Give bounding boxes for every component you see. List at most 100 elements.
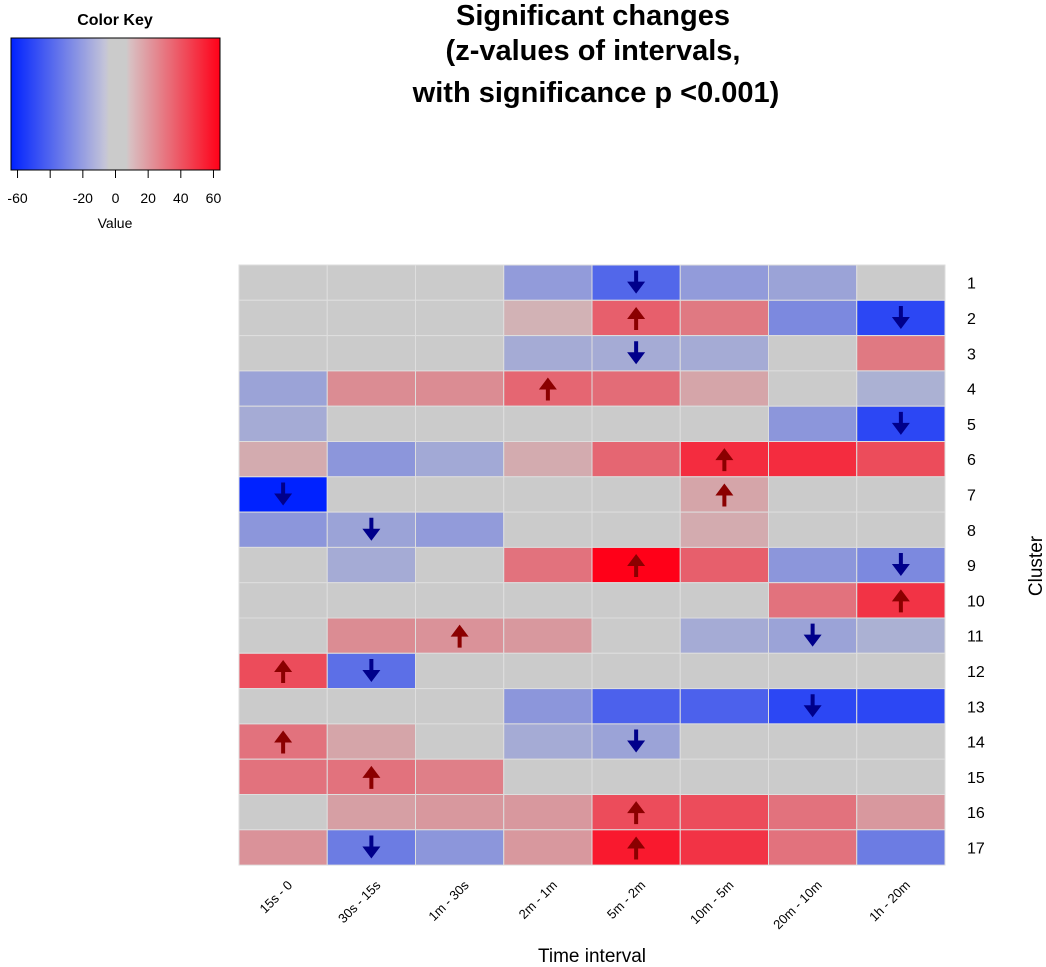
- heatmap-cell-r16-c3: [415, 794, 505, 831]
- heatmap-cell-r4-c8: [856, 370, 946, 407]
- arrow-down-icon-r1-c5: [627, 270, 646, 294]
- heatmap-cell-r17-c8: [856, 829, 946, 866]
- arrow-up-icon-r12-c1: [274, 659, 293, 683]
- row-label-10: 10: [967, 593, 985, 610]
- heatmap-cell-r11-c5: [591, 617, 681, 654]
- column-label-1: 15s - 0: [257, 878, 296, 917]
- heatmap-cell-r9-c1: [238, 546, 328, 584]
- heatmap-cell-r7-c7: [768, 476, 858, 513]
- heatmap-cell-r8-c5: [591, 511, 681, 548]
- column-label-4: 2m - 1m: [516, 878, 560, 922]
- heatmap-cell-r2-c4: [503, 299, 593, 337]
- heatmap-cell-r14-c2: [326, 723, 416, 760]
- heatmap-cell-r12-c5: [591, 652, 681, 690]
- heatmap-cell-r10-c1: [238, 582, 328, 619]
- column-label-5: 5m - 2m: [604, 878, 648, 922]
- heatmap-cell-r4-c5: [591, 370, 681, 407]
- arrow-up-icon-r15-c2: [362, 765, 381, 789]
- arrow-down-icon-r3-c5: [627, 341, 646, 365]
- y-axis-label: Cluster: [1026, 535, 1046, 596]
- heatmap-cell-r6-c7: [768, 441, 858, 478]
- heatmap-cell-r8-c1: [238, 511, 328, 548]
- heatmap-cell-r6-c4: [503, 441, 593, 478]
- heatmap-cell-r1-c4: [503, 264, 593, 301]
- row-label-16: 16: [967, 805, 985, 822]
- heatmap-cell-r7-c3: [415, 476, 505, 513]
- arrow-down-icon-r2-c8: [891, 305, 910, 329]
- heatmap-cell-r2-c2: [326, 299, 416, 337]
- heatmap-cell-r13-c8: [856, 688, 946, 725]
- heatmap-cell-r9-c4: [503, 546, 593, 584]
- color-key: Color Key -60 -20 0 20 40 60 Value: [7, 12, 221, 231]
- heatmap-cell-r1-c2: [326, 264, 416, 301]
- row-label-1: 1: [967, 276, 976, 293]
- title-line-2: (z-values of intervals,: [446, 35, 741, 67]
- arrow-up-icon-r6-c6: [715, 448, 734, 472]
- arrow-down-icon-r13-c7: [803, 694, 822, 718]
- heatmap-cell-r10-c7: [768, 582, 858, 619]
- heatmap-cell-r2-c1: [238, 299, 328, 337]
- heatmap-cell-r8-c8: [856, 511, 946, 548]
- heatmap-cell-r14-c8: [856, 723, 946, 760]
- arrow-up-icon-r14-c1: [274, 730, 293, 754]
- key-tick-label: 40: [173, 190, 189, 206]
- column-label-6: 10m - 5m: [687, 878, 736, 927]
- heatmap-cell-r12-c6: [679, 652, 769, 690]
- row-label-13: 13: [967, 699, 985, 716]
- arrow-up-icon-r16-c5: [627, 801, 646, 825]
- heatmap-cell-r4-c6: [679, 370, 769, 407]
- heatmap-cell-r5-c1: [238, 405, 328, 443]
- heatmap-cell-r17-c1: [238, 829, 328, 866]
- arrow-down-icon-r11-c7: [803, 623, 822, 647]
- heatmap-cell-r15-c1: [238, 758, 328, 796]
- heatmap-cell-r10-c5: [591, 582, 681, 619]
- key-tick-label: 60: [206, 190, 222, 206]
- heatmap-cell-r9-c7: [768, 546, 858, 584]
- arrow-down-icon-r7-c1: [274, 482, 293, 506]
- arrow-down-icon-r14-c5: [627, 729, 646, 753]
- heatmap-cell-r15-c3: [415, 758, 505, 796]
- heatmap-cell-r17-c3: [415, 829, 505, 866]
- heatmap-cell-r10-c3: [415, 582, 505, 619]
- heatmap-cell-r4-c3: [415, 370, 505, 407]
- title-line-1: Significant changes: [456, 0, 730, 32]
- row-label-7: 7: [967, 487, 976, 504]
- heatmap-cell-r8-c4: [503, 511, 593, 548]
- arrow-up-icon-r11-c3: [450, 624, 469, 648]
- arrow-up-icon-r4-c4: [538, 377, 557, 401]
- arrow-down-icon-r17-c2: [362, 835, 381, 859]
- row-label-2: 2: [967, 311, 976, 328]
- heatmap-cell-r6-c2: [326, 441, 416, 478]
- heatmap-cell-r6-c8: [856, 441, 946, 478]
- heatmap-cell-r3-c4: [503, 335, 593, 372]
- row-label-15: 15: [967, 770, 985, 787]
- heatmap-cell-r16-c7: [768, 794, 858, 831]
- color-key-title: Color Key: [77, 12, 153, 29]
- heatmap-cell-r8-c7: [768, 511, 858, 548]
- heatmap-cell-r13-c2: [326, 688, 416, 725]
- arrow-down-icon-r8-c2: [362, 517, 381, 541]
- heatmap-cell-r16-c1: [238, 794, 328, 831]
- heatmap-cell-r6-c3: [415, 441, 505, 478]
- heatmap-cell-r15-c7: [768, 758, 858, 796]
- heatmap-cell-r9-c6: [679, 546, 769, 584]
- heatmap-cell-r15-c5: [591, 758, 681, 796]
- chart-title: Significant changes (z-values of interva…: [412, 0, 780, 109]
- heatmap-cells: [238, 264, 946, 866]
- row-label-11: 11: [967, 629, 984, 646]
- heatmap-cell-r15-c8: [856, 758, 946, 796]
- arrow-up-icon-r17-c5: [627, 836, 646, 860]
- heatmap-cell-r8-c6: [679, 511, 769, 548]
- heatmap-cell-r17-c6: [679, 829, 769, 866]
- row-label-8: 8: [967, 523, 976, 540]
- heatmap-cell-r16-c4: [503, 794, 593, 831]
- key-tick-label: 0: [112, 190, 120, 206]
- heatmap-cell-r2-c6: [679, 299, 769, 337]
- column-label-3: 1m - 30s: [425, 877, 472, 924]
- heatmap-cell-r6-c1: [238, 441, 328, 478]
- row-label-17: 17: [967, 840, 985, 857]
- heatmap-cell-r16-c6: [679, 794, 769, 831]
- row-label-14: 14: [967, 735, 985, 752]
- heatmap-cell-r1-c7: [768, 264, 858, 301]
